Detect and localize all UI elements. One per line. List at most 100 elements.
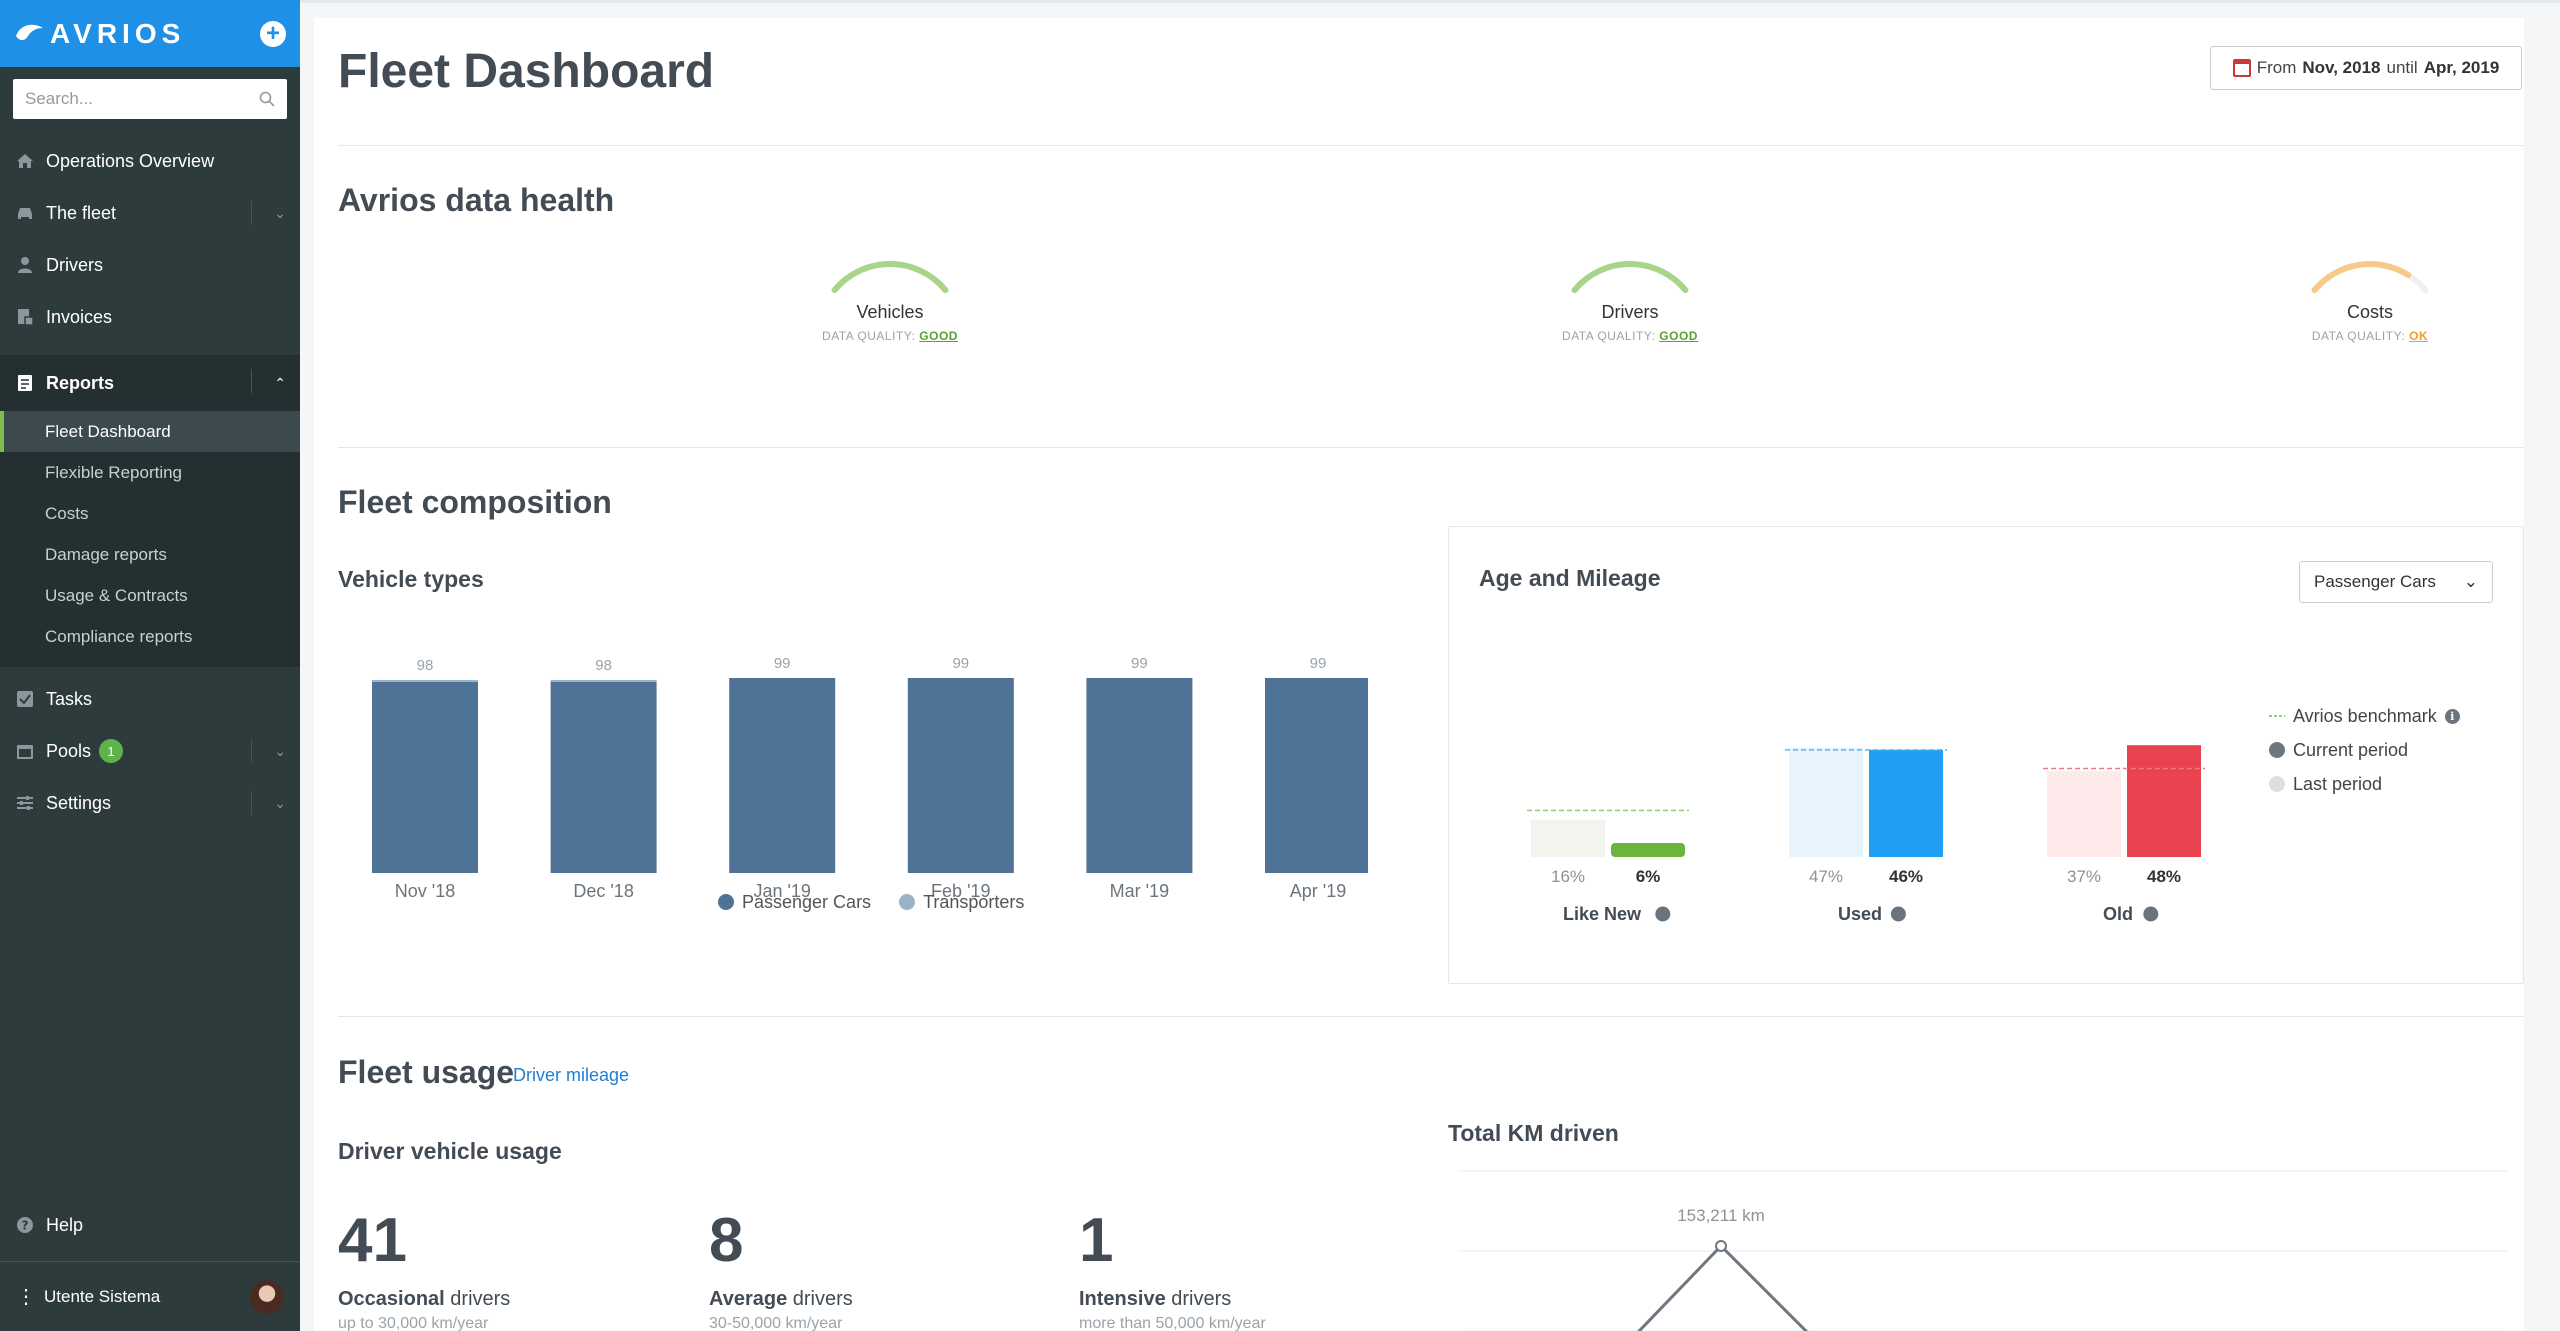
- divider: [251, 739, 252, 763]
- avrios-logo[interactable]: AVRIOS: [14, 18, 185, 50]
- sidebar-subitem-costs[interactable]: Costs: [45, 503, 89, 523]
- user-menu[interactable]: ⋮ Utente Sistema: [0, 1261, 300, 1331]
- date-prefix: From: [2256, 58, 2297, 77]
- legend-benchmark[interactable]: Avrios benchmark i: [2269, 699, 2460, 733]
- chevron-down-icon[interactable]: ⌄: [274, 794, 286, 811]
- calendar-icon: [16, 742, 34, 760]
- divider: [338, 145, 2524, 146]
- report-icon: [16, 374, 34, 392]
- stat-occasional: 41 Occasional drivers up to 30,000 km/ye…: [338, 1210, 510, 1331]
- stat-sub: 30-50,000 km/year: [709, 1315, 843, 1331]
- category-label: Like New: [1563, 904, 1642, 924]
- sidebar-subitem-compliance-reports[interactable]: Compliance reports: [45, 626, 193, 646]
- legend-current[interactable]: Current period: [2269, 733, 2460, 767]
- sidebar-subitem-damage-reports[interactable]: Damage reports: [45, 544, 167, 564]
- sidebar-item-drivers[interactable]: Drivers: [0, 239, 300, 291]
- gauge-quality: DATA QUALITY: GOOD: [1562, 329, 1698, 343]
- bar-total-label: 98: [417, 657, 434, 674]
- search-box: [13, 79, 287, 119]
- vehicle-type-select[interactable]: Passenger Cars ⌄: [2299, 561, 2493, 603]
- more-vertical-icon[interactable]: ⋮: [16, 1286, 36, 1308]
- legend-label: Current period: [2293, 739, 2409, 760]
- search-icon[interactable]: [259, 91, 275, 107]
- bar-total-label: 99: [1310, 655, 1327, 672]
- gauge-fill: [2311, 261, 2412, 294]
- current-period-label: 48%: [2147, 867, 2181, 886]
- stat-number: 41: [338, 1206, 407, 1275]
- sidebar-item-settings[interactable]: Settings ⌄: [0, 777, 300, 829]
- age-mileage-card: Age and Mileage Passenger Cars ⌄ 16% 6% Li…: [1448, 526, 2524, 984]
- person-icon: [16, 256, 34, 274]
- legend-label: Passenger Cars: [742, 892, 872, 912]
- info-icon: [1655, 906, 1671, 922]
- info-icon: [1890, 906, 1906, 922]
- gauge-arc: [2311, 261, 2429, 294]
- sidebar-subitem-flexible-reporting[interactable]: Flexible Reporting: [45, 462, 183, 482]
- driver-mileage-link[interactable]: Driver mileage: [513, 1065, 630, 1085]
- stat-label: Occasional drivers: [338, 1288, 511, 1310]
- quality-value[interactable]: GOOD: [1659, 329, 1698, 343]
- sidebar-item-help[interactable]: ? Help: [0, 1199, 300, 1251]
- page-title: Fleet Dashboard: [338, 45, 715, 98]
- car-icon: [16, 204, 34, 222]
- legend-item-transporters[interactable]: Transporters: [899, 892, 1024, 913]
- sidebar-item-pools[interactable]: Pools 1 ⌄: [0, 725, 300, 777]
- add-button[interactable]: +: [260, 20, 286, 47]
- x-tick-label: Mar '19: [1110, 881, 1169, 901]
- legend-last[interactable]: Last period: [2269, 767, 2460, 801]
- bar-last-period: [1789, 747, 1863, 857]
- chevron-down-icon[interactable]: ⌄: [274, 742, 286, 759]
- bar-transporters: [372, 679, 478, 682]
- bar-passenger-cars: [1086, 677, 1193, 873]
- legend-dot: [718, 894, 734, 910]
- avatar[interactable]: [250, 1279, 284, 1314]
- quality-value[interactable]: GOOD: [919, 329, 958, 343]
- age-mileage-legend: Avrios benchmark i Current period Last pe…: [2269, 699, 2460, 801]
- sidebar-item-tasks[interactable]: Tasks: [0, 673, 300, 725]
- bar-current-period: [1869, 749, 1943, 857]
- gauge-quality: DATA QUALITY: OK: [2311, 329, 2429, 343]
- vehicle-types-title: Vehicle types: [338, 566, 484, 592]
- sidebar-item-label: Tasks: [46, 688, 93, 709]
- bar-current-period: [2127, 745, 2201, 857]
- date-from: Nov, 2018: [2302, 58, 2381, 77]
- help-icon: ?: [16, 1216, 34, 1234]
- calendar-icon: [2232, 59, 2251, 77]
- legend-item-passenger-cars[interactable]: Passenger Cars: [718, 892, 871, 913]
- line-series: [1637, 1243, 1809, 1331]
- dashed-line-icon: [2269, 715, 2285, 717]
- date-range-button[interactable]: From Nov, 2018 until Apr, 2019: [2210, 46, 2522, 90]
- data-health-title: Avrios data health: [338, 182, 615, 218]
- gauge-label: Vehicles: [856, 302, 924, 322]
- chevron-down-icon[interactable]: ⌄: [274, 204, 286, 221]
- info-icon[interactable]: i: [2444, 708, 2460, 724]
- divider: [251, 791, 252, 815]
- sidebar-item-operations-overview[interactable]: Operations Overview: [0, 135, 300, 187]
- sidebar-subitem-usage-contracts[interactable]: Usage & Contracts: [45, 585, 188, 605]
- bar-last-period: [2047, 770, 2121, 857]
- sidebar-item-label: Help: [46, 1214, 84, 1235]
- bar-passenger-cars: [372, 681, 478, 873]
- x-tick-label: Feb '19: [931, 881, 990, 901]
- sidebar-item-invoices[interactable]: Invoices: [0, 291, 300, 343]
- search-input[interactable]: [25, 89, 225, 109]
- fleet-usage-title: Fleet usage: [338, 1054, 515, 1090]
- legend-dot: [2269, 742, 2285, 758]
- quality-value[interactable]: OK: [2409, 329, 2429, 343]
- bar-passenger-cars: [907, 677, 1014, 873]
- last-period-label: 47%: [1809, 867, 1843, 886]
- divider: [338, 1016, 2524, 1017]
- gauge-label: Costs: [2346, 302, 2393, 322]
- sidebar-subitem-fleet-dashboard[interactable]: Fleet Dashboard: [0, 411, 300, 452]
- svg-text:?: ?: [22, 1219, 29, 1233]
- sidebar-item-label: Settings: [46, 792, 112, 813]
- sidebar-item-reports[interactable]: Reports ⌃: [0, 355, 300, 411]
- x-tick-label: Jan '19: [753, 881, 810, 901]
- sidebar-item-label: Invoices: [46, 306, 113, 327]
- fleet-composition-title: Fleet composition: [338, 484, 612, 520]
- chevron-up-icon[interactable]: ⌃: [274, 374, 286, 391]
- age-mileage-title: Age and Mileage: [1479, 565, 1661, 591]
- bar-current-period: [1611, 843, 1685, 857]
- sidebar-item-the-fleet[interactable]: The fleet ⌄: [0, 187, 300, 239]
- stat-average: 8 Average drivers 30-50,000 km/year: [709, 1210, 853, 1331]
